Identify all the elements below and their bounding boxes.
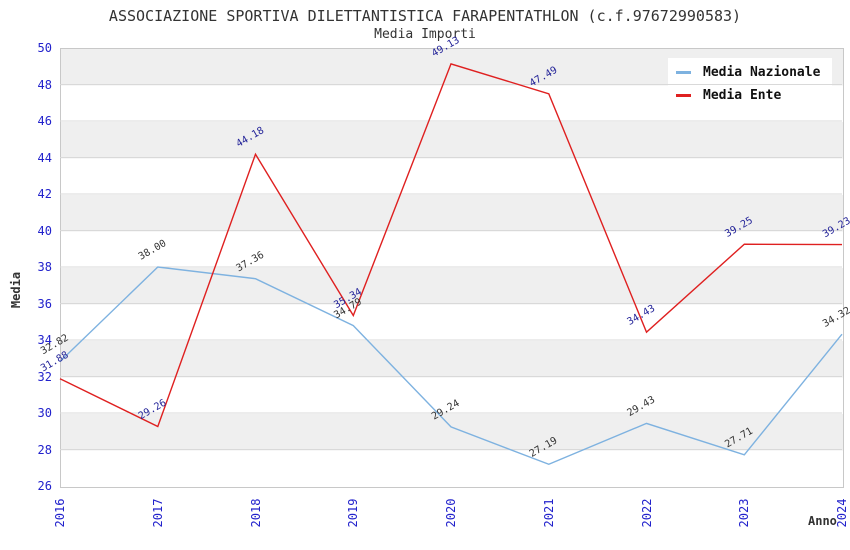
y-tick-label: 32	[37, 369, 52, 384]
x-tick-label: 2018	[248, 498, 263, 528]
legend-item: Media Nazionale	[676, 65, 820, 80]
y-axis-title: Media	[9, 271, 23, 309]
x-tick-label: 2022	[639, 498, 654, 528]
y-tick-label: 34	[37, 333, 52, 347]
y-tick-label: 26	[37, 479, 52, 493]
chart-subtitle: Media Importi	[374, 27, 476, 42]
legend: Media Nazionale Media Ente	[668, 58, 833, 110]
x-tick-label: 2019	[346, 498, 361, 528]
legend-item: Media Ente	[676, 88, 820, 103]
y-tick-label: 30	[37, 406, 52, 420]
x-tick-label: 2023	[737, 498, 752, 528]
legend-label: Media Nazionale	[703, 65, 821, 80]
y-tick-label: 46	[37, 114, 52, 128]
y-tick-label: 36	[37, 296, 52, 311]
x-tick-label: 2024	[835, 498, 849, 528]
legend-swatch-icon	[676, 71, 691, 74]
y-tick-label: 48	[37, 77, 52, 92]
y-tick-label: 50	[37, 41, 52, 55]
y-tick-label: 42	[37, 187, 52, 201]
legend-label: Media Ente	[703, 88, 782, 103]
x-tick-label: 2017	[150, 498, 165, 528]
y-tick-label: 40	[37, 223, 52, 238]
y-tick-label: 28	[37, 442, 52, 457]
x-axis-title: Anno	[808, 514, 837, 528]
x-tick-label: 2016	[53, 498, 67, 528]
y-tick-label: 44	[37, 150, 52, 165]
legend-swatch-icon	[676, 94, 691, 97]
y-tick-label: 38	[37, 260, 52, 274]
x-tick-label: 2020	[444, 498, 458, 528]
x-tick-label: 2021	[541, 498, 556, 528]
page-title: ASSOCIAZIONE SPORTIVA DILETTANTISTICA FA…	[108, 7, 742, 25]
plot-area	[60, 48, 844, 488]
